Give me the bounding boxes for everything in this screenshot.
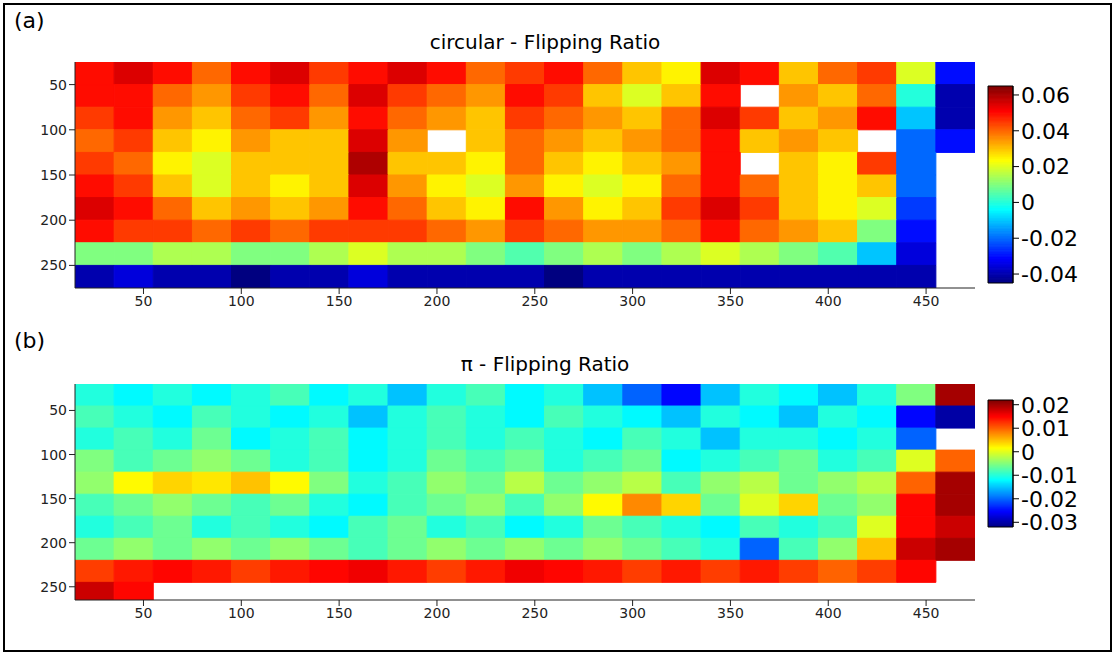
svg-text:250: 250 (40, 579, 67, 595)
svg-text:0: 0 (1021, 440, 1035, 465)
html-text:π - Flipping Ratio: π - Flipping Ratio (460, 352, 630, 376)
svg-text:200: 200 (40, 212, 67, 228)
svg-text:150: 150 (326, 293, 353, 309)
svg-text:250: 250 (521, 293, 548, 309)
html-text:(b): (b) (14, 328, 46, 353)
svg-text:0.06: 0.06 (1021, 83, 1070, 108)
svg-text:200: 200 (424, 293, 451, 309)
svg-text:200: 200 (424, 605, 451, 621)
svg-text:350: 350 (717, 293, 744, 309)
html-text:circular - Flipping Ratio: circular - Flipping Ratio (429, 30, 661, 54)
svg-text:-0.04: -0.04 (1021, 262, 1078, 287)
svg-text:150: 150 (40, 167, 67, 183)
svg-text:150: 150 (40, 491, 67, 507)
svg-text:-0.02: -0.02 (1021, 487, 1078, 512)
svg-text:300: 300 (619, 605, 646, 621)
html-text:(a): (a) (14, 8, 45, 33)
svg-text:450: 450 (913, 605, 940, 621)
svg-text:0.01: 0.01 (1021, 416, 1070, 441)
svg-text:0: 0 (1021, 190, 1035, 215)
svg-text:100: 100 (228, 293, 255, 309)
svg-text:0.04: 0.04 (1021, 119, 1070, 144)
svg-text:250: 250 (521, 605, 548, 621)
svg-text:450: 450 (913, 293, 940, 309)
svg-text:300: 300 (619, 293, 646, 309)
svg-text:400: 400 (815, 605, 842, 621)
svg-text:100: 100 (40, 122, 67, 138)
svg-text:150: 150 (326, 605, 353, 621)
svg-text:100: 100 (40, 447, 67, 463)
svg-text:200: 200 (40, 535, 67, 551)
svg-text:50: 50 (49, 77, 67, 93)
svg-text:-0.02: -0.02 (1021, 226, 1078, 251)
svg-text:-0.03: -0.03 (1021, 510, 1078, 535)
svg-text:50: 50 (49, 402, 67, 418)
svg-text:50: 50 (135, 293, 153, 309)
svg-text:100: 100 (228, 605, 255, 621)
svg-text:0.02: 0.02 (1021, 154, 1070, 179)
svg-text:250: 250 (40, 257, 67, 273)
svg-text:50: 50 (135, 605, 153, 621)
svg-text:0.02: 0.02 (1021, 393, 1070, 418)
svg-text:400: 400 (815, 293, 842, 309)
svg-text:-0.01: -0.01 (1021, 463, 1078, 488)
svg-text:350: 350 (717, 605, 744, 621)
